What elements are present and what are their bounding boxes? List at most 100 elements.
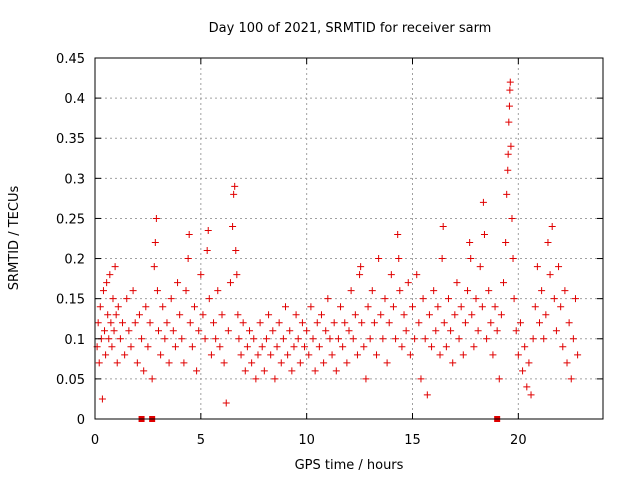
- data-point: [102, 351, 110, 359]
- data-point: [148, 375, 156, 383]
- data-point: [563, 359, 571, 367]
- data-point: [216, 343, 224, 351]
- data-point: [234, 311, 242, 319]
- data-point: [165, 359, 173, 367]
- data-point: [214, 287, 222, 295]
- data-point: [138, 335, 146, 343]
- data-point: [311, 367, 319, 375]
- data-point: [207, 351, 215, 359]
- y-tick-label: 0.4: [64, 92, 85, 107]
- data-point: [237, 351, 245, 359]
- data-point: [341, 319, 349, 327]
- data-point: [315, 343, 323, 351]
- data-point: [345, 327, 353, 335]
- data-point: [157, 351, 165, 359]
- data-point: [114, 303, 122, 311]
- data-point: [303, 327, 311, 335]
- data-point: [419, 295, 427, 303]
- data-point: [349, 335, 357, 343]
- data-point: [256, 319, 264, 327]
- data-point: [485, 287, 493, 295]
- data-point: [421, 335, 429, 343]
- y-axis-label: SRMTID / TECUs: [7, 186, 22, 291]
- data-point: [95, 359, 103, 367]
- data-point: [357, 263, 365, 271]
- data-point: [116, 335, 124, 343]
- data-point: [254, 351, 262, 359]
- data-point: [343, 359, 351, 367]
- data-point: [546, 271, 554, 279]
- data-point: [550, 295, 558, 303]
- data-point: [383, 359, 391, 367]
- x-tick-label: 5: [197, 433, 205, 448]
- data-point: [559, 343, 567, 351]
- plot-frame: [94, 57, 604, 420]
- data-point: [239, 319, 247, 327]
- data-point: [504, 150, 512, 158]
- data-point: [507, 142, 515, 150]
- data-point: [523, 383, 531, 391]
- data-point: [569, 335, 577, 343]
- data-point: [561, 287, 569, 295]
- data-point: [415, 319, 423, 327]
- data-point: [396, 287, 404, 295]
- data-point: [262, 335, 270, 343]
- data-point: [483, 335, 491, 343]
- data-point: [224, 327, 232, 335]
- data-point: [99, 287, 107, 295]
- data-point: [286, 327, 294, 335]
- data-point: [544, 239, 552, 247]
- data-point: [317, 311, 325, 319]
- data-point: [178, 335, 186, 343]
- data-point: [210, 319, 218, 327]
- data-point: [574, 351, 582, 359]
- data-point: [146, 319, 154, 327]
- data-point: [438, 255, 446, 263]
- data-point: [250, 335, 258, 343]
- data-point: [434, 303, 442, 311]
- data-point: [548, 222, 556, 230]
- data-point: [505, 102, 513, 110]
- data-point: [203, 247, 211, 255]
- data-point: [468, 311, 476, 319]
- y-tick-label: 0.15: [56, 293, 85, 308]
- data-point: [464, 287, 472, 295]
- data-point: [402, 327, 410, 335]
- data-point: [506, 78, 514, 86]
- data-point: [487, 319, 495, 327]
- data-point: [479, 198, 487, 206]
- data-point: [174, 279, 182, 287]
- data-point: [110, 327, 118, 335]
- data-point: [180, 359, 188, 367]
- data-point: [290, 343, 298, 351]
- data-point: [478, 303, 486, 311]
- x-tick-label: 0: [91, 433, 99, 448]
- chart-title: Day 100 of 2021, SRMTID for receiver sar…: [209, 21, 492, 36]
- data-point: [536, 319, 543, 327]
- data-point: [151, 239, 159, 247]
- data-point: [474, 327, 482, 335]
- data-point: [142, 303, 150, 311]
- data-point: [113, 359, 121, 367]
- data-point: [358, 319, 366, 327]
- data-point: [324, 295, 332, 303]
- data-point: [161, 335, 169, 343]
- data-point: [406, 351, 414, 359]
- data-point: [512, 327, 520, 335]
- data-point: [451, 311, 459, 319]
- data-point: [466, 239, 474, 247]
- data-point: [370, 319, 378, 327]
- data-point: [395, 255, 403, 263]
- data-point: [163, 319, 171, 327]
- data-point: [356, 271, 364, 279]
- data-points: [93, 78, 582, 422]
- data-point: [107, 319, 115, 327]
- data-point: [368, 287, 376, 295]
- data-point: [271, 375, 279, 383]
- data-point: [432, 327, 440, 335]
- y-tick-label: 0.25: [56, 212, 85, 227]
- data-point: [516, 319, 524, 327]
- data-point: [96, 303, 104, 311]
- data-point: [121, 351, 129, 359]
- y-tick-label: 0.3: [64, 172, 85, 187]
